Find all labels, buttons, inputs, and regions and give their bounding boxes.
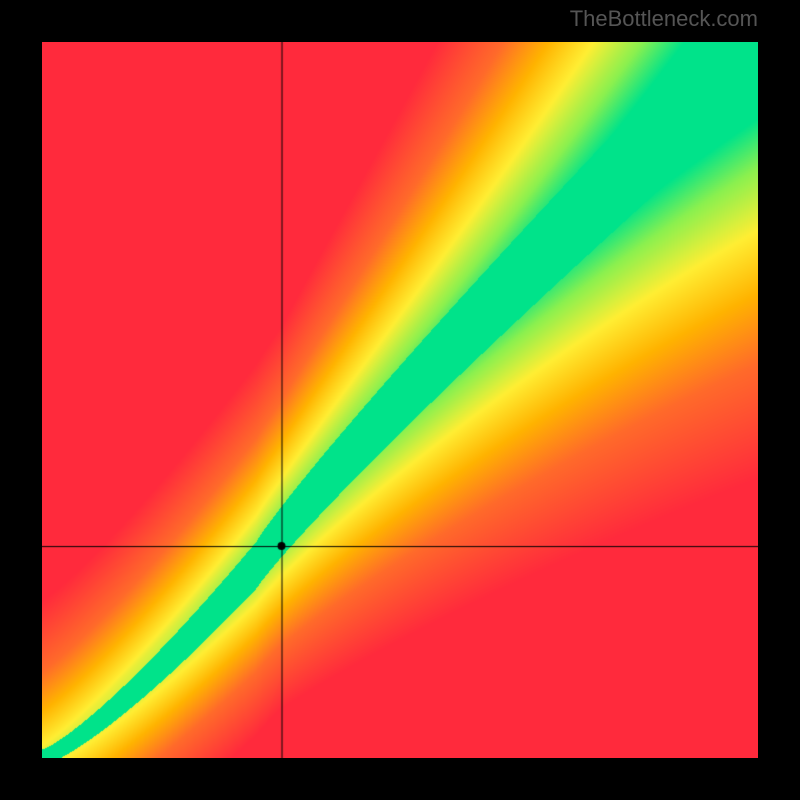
- watermark-text: TheBottleneck.com: [570, 6, 758, 32]
- crosshair-overlay: [42, 42, 758, 758]
- plot-area: [42, 42, 758, 758]
- chart-container: TheBottleneck.com: [0, 0, 800, 800]
